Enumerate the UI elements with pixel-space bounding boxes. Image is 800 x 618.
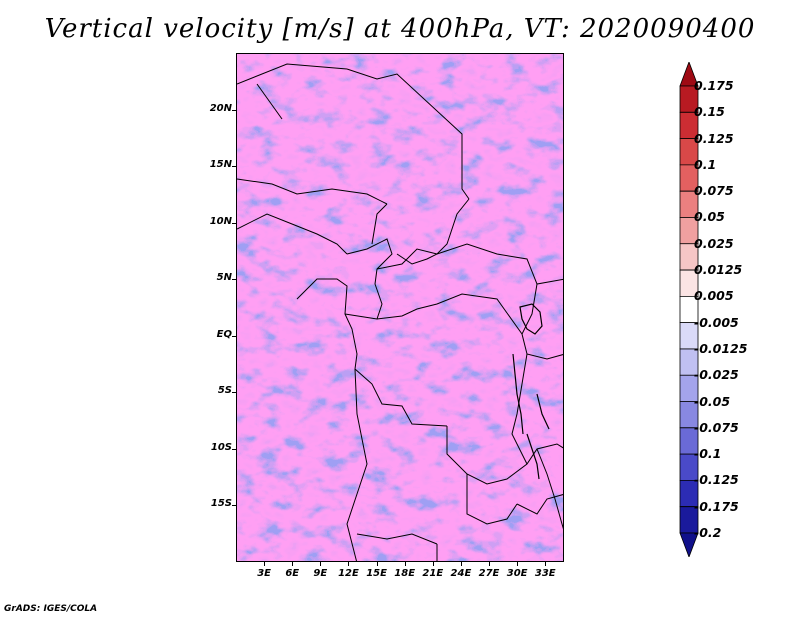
- colorbar-segment: [679, 532, 699, 557]
- colorbar-label: 0.05: [694, 209, 725, 225]
- lon-label: 12E: [338, 568, 359, 579]
- velocity-map: [236, 53, 564, 562]
- colorbar-label: 0.15: [694, 104, 725, 120]
- lon-label: 6E: [285, 568, 300, 579]
- lon-tick: [292, 562, 294, 566]
- colorbar-label: -0.005: [694, 314, 739, 330]
- colorbar-label: 0.175: [694, 78, 734, 93]
- lon-label: 15E: [366, 568, 387, 579]
- colorbar-label: -0.0125: [694, 340, 748, 356]
- lon-tick: [348, 562, 350, 566]
- lat-label: EQ: [216, 328, 232, 340]
- lon-tick: [264, 562, 266, 566]
- lat-label: 10S: [210, 441, 232, 453]
- lat-label: 5N: [216, 272, 232, 284]
- lon-tick: [517, 562, 519, 566]
- velocity-field: [237, 54, 563, 561]
- lat-label: 5S: [217, 385, 232, 397]
- colorbar-label: 0.005: [694, 288, 734, 304]
- lakes: [512, 303, 550, 480]
- lon-label: 30E: [506, 568, 528, 579]
- lon-label: 24E: [450, 568, 472, 579]
- colorbar-label: -0.1: [694, 446, 722, 462]
- lat-tick: [232, 166, 236, 168]
- colorbar-label: -0.2: [694, 525, 722, 540]
- colorbar-label: 0.0125: [694, 262, 743, 278]
- lat-label: 15N: [209, 159, 232, 171]
- lon-tick: [432, 562, 434, 566]
- lat-tick: [232, 448, 236, 450]
- lon-tick: [404, 562, 406, 566]
- lat-tick: [232, 222, 236, 224]
- colorbar-label: -0.175: [694, 498, 739, 514]
- plot-title: Vertical velocity [m/s] at 400hPa, VT: 2…: [44, 14, 756, 44]
- lon-label: 21E: [422, 568, 444, 579]
- lat-tick: [232, 279, 236, 281]
- lon-label: 3E: [257, 568, 272, 579]
- colorbar-label: 0.025: [694, 235, 734, 251]
- lat-tick: [232, 392, 236, 394]
- lat-tick: [232, 505, 236, 507]
- lon-label: 33E: [534, 568, 556, 579]
- colorbar: [679, 62, 699, 557]
- lat-label: 10N: [209, 215, 232, 227]
- lon-tick: [376, 562, 378, 566]
- colorbar-label: -0.05: [694, 393, 731, 409]
- colorbar-label: -0.125: [694, 472, 739, 488]
- colorbar-label: -0.025: [694, 367, 739, 383]
- country-boundaries: [237, 63, 563, 561]
- colorbar-label: -0.075: [694, 419, 739, 435]
- lat-tick: [232, 335, 236, 337]
- map-field: [237, 54, 563, 561]
- lon-tick: [460, 562, 462, 566]
- lon-label: 9E: [313, 568, 328, 579]
- lon-label: 18E: [394, 568, 416, 579]
- lat-label: 20N: [209, 102, 232, 114]
- grads-credit: GrADS: IGES/COLA: [4, 604, 98, 614]
- lon-tick: [545, 562, 547, 566]
- lon-label: 27E: [478, 568, 500, 579]
- colorbar-label: 0.1: [694, 156, 717, 172]
- lon-tick: [320, 562, 322, 566]
- lat-tick: [232, 109, 236, 111]
- colorbar-label: 0.125: [694, 130, 734, 146]
- lon-tick: [489, 562, 491, 566]
- lat-label: 15S: [210, 498, 232, 510]
- colorbar-label: 0.075: [694, 183, 734, 199]
